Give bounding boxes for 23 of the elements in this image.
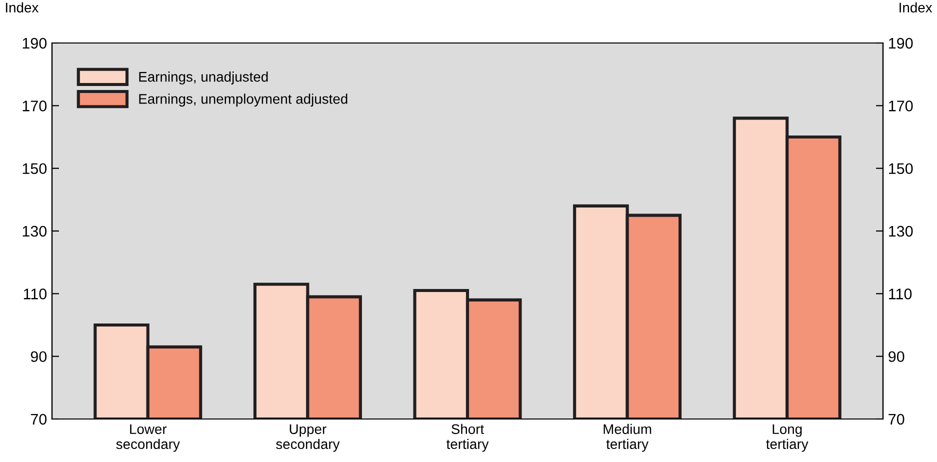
x-tick-label: Lower secondary [116, 424, 180, 452]
y-tick-label: 150 [22, 163, 47, 174]
y2-tick-label: 130 [889, 226, 913, 237]
y2-tick-label: 90 [888, 351, 904, 362]
y2-tick-label: 70 [888, 414, 904, 425]
y-axis-title: Index [6, 2, 39, 13]
y2-tick-label: 150 [889, 163, 913, 174]
y-tick-label: 130 [22, 226, 47, 237]
y2-tick-label: 190 [889, 38, 913, 49]
y-tick-label: 190 [22, 38, 47, 49]
y-tick-label: 110 [24, 288, 47, 300]
y2-tick-label: 110 [889, 288, 912, 300]
y-tick-label: 170 [22, 100, 47, 112]
x-tick-label: Short tertiary [446, 424, 489, 452]
legend-label: Earnings, unadjusted [139, 72, 268, 84]
y-tick-label: 90 [30, 351, 47, 362]
x-tick-label: Long tertiary [766, 424, 808, 452]
y2-axis-title: Index [900, 2, 932, 13]
y2-tick-label: 170 [889, 100, 913, 112]
x-tick-label: Medium tertiary [604, 424, 652, 452]
y-tick-label: 70 [30, 414, 47, 425]
legend-label: Earnings, unemployment adjusted [139, 94, 348, 107]
x-tick-label: Upper secondary [276, 424, 340, 452]
